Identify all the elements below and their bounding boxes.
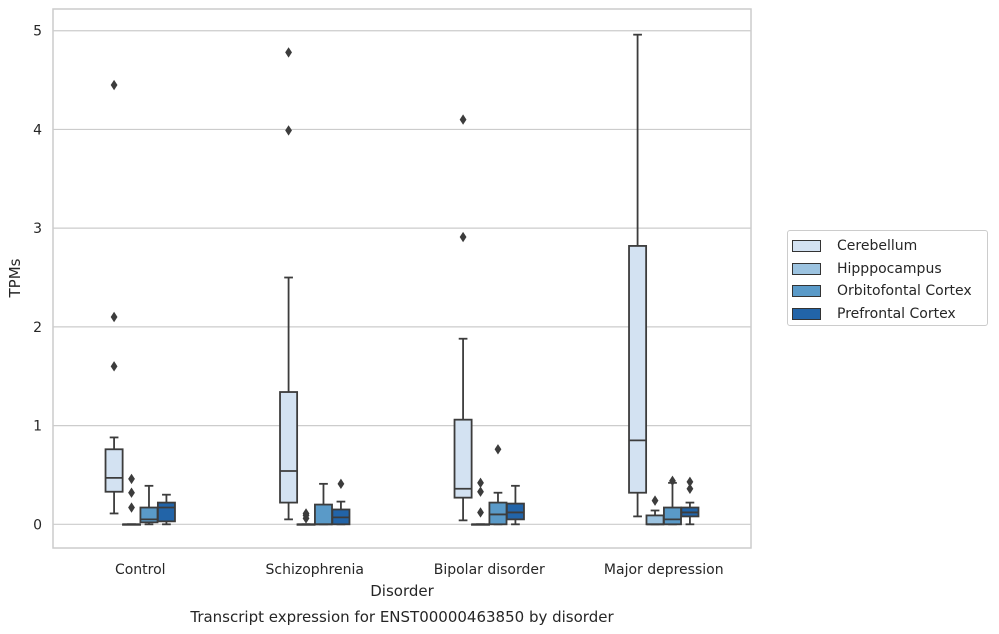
outlier-point (337, 478, 345, 490)
box-hipppocampus (471, 477, 490, 526)
legend-swatch (792, 262, 821, 275)
x-tick-label: Schizophrenia (266, 562, 364, 578)
y-tick-label: 1 (33, 419, 42, 435)
box-orbitofontal-cortex (139, 484, 159, 526)
box-cerebellum (279, 47, 299, 521)
box-cerebellum (628, 33, 648, 518)
outlier-point (459, 114, 467, 125)
box-body (488, 501, 508, 526)
outlier-point (477, 477, 484, 489)
outlier-point (477, 507, 484, 518)
y-tick-labels: 0 1 2 3 4 5 (33, 24, 42, 534)
box-body (453, 418, 473, 499)
outlier-point (459, 231, 467, 243)
outlier-point (686, 476, 694, 488)
box-body (104, 448, 124, 493)
outlier-point (110, 79, 118, 91)
box-prefrontal-cortex (156, 493, 176, 526)
chart-title: Transcript expression for ENST0000046385… (189, 608, 614, 626)
x-tick-label: Major depression (604, 562, 724, 578)
legend-item: Hipppocampus (788, 258, 987, 281)
outlier-point (128, 487, 135, 498)
outlier-point (477, 486, 484, 497)
box-hipppocampus (645, 495, 665, 526)
outlier-point (128, 473, 135, 485)
outlier-point (651, 495, 659, 506)
y-tick-label: 5 (33, 24, 42, 40)
legend-swatch (792, 240, 821, 253)
box-body (663, 506, 682, 526)
box-hipppocampus (122, 473, 141, 526)
legend-label: Orbitofontal Cortex (837, 283, 972, 300)
outlier-point (128, 502, 135, 513)
legend-swatch (792, 307, 821, 320)
legend-swatch (792, 285, 821, 298)
outlier-point (285, 47, 292, 58)
outlier-point (669, 475, 676, 487)
grid-lines (53, 30, 751, 525)
legend-item: Orbitofontal Cortex (788, 280, 987, 303)
box-prefrontal-cortex (680, 476, 700, 526)
box-prefrontal-cortex (505, 484, 525, 526)
legend-item: Cerebellum (788, 235, 987, 258)
box-cerebellum (453, 114, 473, 522)
legend-item: Prefrontal Cortex (788, 303, 987, 326)
outlier-point (110, 311, 118, 323)
outlier-point (686, 483, 694, 494)
box-prefrontal-cortex (331, 478, 351, 526)
x-tick-labels: Control Schizophrenia Bipolar disorder Majo… (115, 562, 724, 578)
outlier-point (285, 125, 292, 136)
box-body (314, 503, 333, 526)
legend-label: Cerebellum (837, 238, 918, 255)
x-axis-label: Disorder (370, 582, 434, 600)
box-hipppocampus (296, 508, 316, 526)
outlier-point (110, 361, 118, 372)
box-body (628, 245, 648, 494)
outlier-point (494, 444, 502, 455)
y-tick-label: 4 (33, 122, 42, 138)
box-body (645, 514, 665, 526)
legend-label: Hipppocampus (837, 260, 942, 277)
legend-label: Prefrontal Cortex (837, 305, 956, 322)
box-cerebellum (104, 79, 124, 515)
y-tick-label: 3 (33, 221, 42, 237)
box-orbitofontal-cortex (488, 444, 508, 526)
x-tick-label: Bipolar disorder (434, 562, 545, 578)
box-orbitofontal-cortex (663, 475, 682, 526)
plot-frame (52, 8, 752, 549)
legend: Cerebellum Hipppocampus Orbitofontal Corte… (787, 230, 988, 326)
box-series (104, 33, 700, 526)
box-body (505, 502, 525, 521)
y-tick-label: 2 (33, 320, 42, 336)
x-tick-label: Control (115, 562, 166, 578)
y-tick-label: 0 (33, 517, 42, 533)
y-axis-label: TPMs (6, 258, 24, 298)
box-body (156, 501, 176, 523)
box-orbitofontal-cortex (314, 482, 333, 526)
outlier-point (302, 508, 310, 519)
box-body (279, 391, 299, 504)
